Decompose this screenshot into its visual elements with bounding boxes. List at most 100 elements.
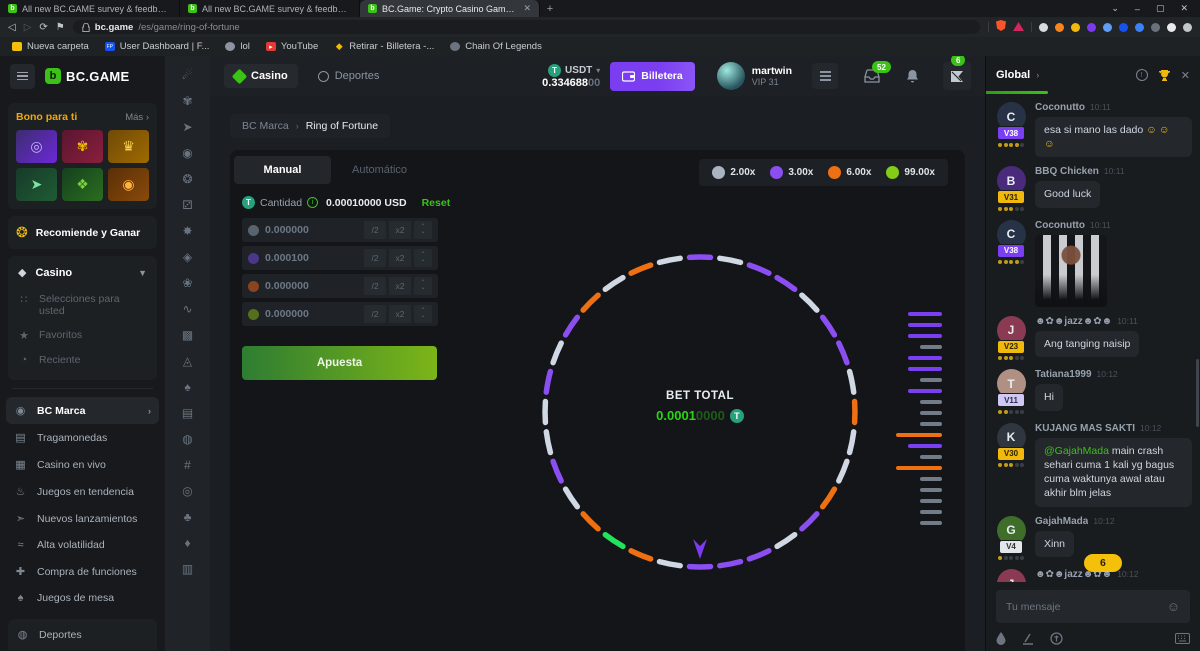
game-shortcut-mine-icon[interactable]: ◈ [182,250,193,264]
tab-casino[interactable]: Casino [224,64,298,88]
game-shortcut-roulette-icon[interactable]: ◎ [182,484,193,498]
game-shortcut-hash-icon[interactable]: # [184,458,191,472]
card-ext-icon[interactable] [1183,22,1192,32]
bookmark-item[interactable]: FP User Dashboard | F... [104,41,209,52]
bet-amount-input[interactable]: 0.000100 [265,252,309,264]
bcgame-logo[interactable]: b BC.GAME [45,68,130,84]
sidebar-item-casino-en-vivo[interactable]: ▦ Casino en vivo [0,451,165,478]
bonus-tile-cash[interactable]: ❖ [62,168,103,201]
legend-2.00x[interactable]: 2.00x [712,166,755,179]
stepper-down-icon[interactable]: ⌄ [420,285,426,291]
sidebar-item-favoritos[interactable]: ★ Favoritos [16,323,149,348]
blue-ext-icon[interactable] [1119,22,1128,32]
half-button[interactable]: /2 [364,305,386,323]
reload-button[interactable]: ⟳ [39,21,48,33]
bet-amount-input[interactable]: 0.000000 [265,280,309,292]
tab-close-icon[interactable]: ✕ [523,3,531,13]
cursor-ext-icon[interactable] [1039,22,1048,32]
bookmark-item[interactable]: ▸ YouTube [265,41,318,52]
sidebar-item-bc-marca[interactable]: ◉ BC Marca › [6,397,159,424]
emoji-picker-icon[interactable]: ☺ [1166,599,1180,614]
reset-button[interactable]: Reset [421,196,451,209]
purple-ext-icon[interactable] [1087,22,1096,32]
breadcrumb-parent[interactable]: BC Marca [242,120,289,132]
info-icon[interactable]: i [307,197,319,208]
bookmark-item[interactable]: Chain Of Legends [450,41,542,52]
avatar[interactable]: J [996,569,1026,582]
wallet-button[interactable]: Billetera [610,61,695,91]
bonus-tile-target[interactable]: ◎ [16,130,57,163]
game-shortcut-slots2-icon[interactable]: ▥ [181,562,194,576]
browser-tab[interactable]: b All new BC.GAME survey & feedback [0,0,180,17]
slash-command-icon[interactable] [1022,633,1034,645]
chat-rules-icon[interactable]: ! [1135,69,1148,81]
back-button[interactable]: ◁ [8,21,16,33]
game-shortcut-hilo-icon[interactable]: ♦ [184,536,191,550]
casino-group-header[interactable]: ◆ Casino ▼ [16,264,149,287]
double-button[interactable]: x2 [389,305,411,323]
bookmark-item[interactable]: Nueva carpeta [12,41,89,52]
bookmark-item[interactable]: ◆ Retirar - Billetera -... [334,41,434,52]
gold-ext-icon[interactable] [1071,22,1080,32]
chat-toggle-button[interactable]: 6 [943,56,971,90]
bonus-tile-piggy[interactable]: ♛ [108,130,149,163]
game-shortcut-cards-icon[interactable]: ♠ [184,380,191,394]
double-button[interactable]: x2 [389,221,411,239]
legend-3.00x[interactable]: 3.00x [770,166,813,179]
game-shortcut-tower-icon[interactable]: ▤ [181,406,194,420]
brave-shield-icon[interactable] [996,18,1006,36]
game-shortcut-fruit-icon[interactable]: ❀ [182,276,193,290]
game-shortcut-rocket-icon[interactable]: ➤ [182,120,193,134]
stepper-up-icon[interactable]: ⌃ [420,308,426,314]
game-shortcut-coins-icon[interactable]: ❂ [182,172,193,186]
chat-close-icon[interactable]: ✕ [1180,69,1190,82]
browser-tab[interactable]: b BC.Game: Crypto Casino Games & ✕ [360,0,540,17]
stepper[interactable]: ⌃ ⌄ [414,221,432,239]
bookmark-item[interactable]: lol [225,41,250,52]
half-button[interactable]: /2 [364,277,386,295]
stepper[interactable]: ⌃ ⌄ [414,277,432,295]
game-shortcut-plinko-icon[interactable]: ◬ [182,354,193,368]
sidebar-item-reciente[interactable]: ◔ Reciente [16,348,149,372]
stepper-down-icon[interactable]: ⌄ [420,257,426,263]
bet-amount-input[interactable]: 0.000000 [265,224,309,236]
url-bar[interactable]: bc.game/es/game/ring-of-fortune [72,20,980,34]
legend-6.00x[interactable]: 6.00x [828,166,871,179]
stepper[interactable]: ⌃ ⌄ [414,305,432,323]
tab-deportes[interactable]: Deportes [308,64,390,88]
game-shortcut-dice-icon[interactable]: ⚂ [182,198,193,212]
bonus-tile-coin[interactable]: ◉ [108,168,149,201]
chat-mention[interactable]: @GajahMada [1044,444,1109,457]
sidebar-item-juegos-de-mesa[interactable]: ♠ Juegos de mesa [0,585,165,611]
light-ext-icon[interactable] [1167,22,1176,32]
shield-ext-icon[interactable] [1135,22,1144,32]
quick-menu-button[interactable] [812,63,838,89]
dark-ext-icon[interactable] [1151,22,1160,32]
keyboard-icon[interactable] [1175,633,1190,644]
user-profile[interactable]: martwin VIP 31 [716,62,792,90]
close-button[interactable]: ✕ [1180,3,1188,13]
notifications-button[interactable] [906,69,919,83]
game-shortcut-wheel-icon[interactable]: ✾ [182,94,193,108]
currency-selector[interactable]: T USDT ▾ 0.33468800 [542,63,601,89]
game-shortcut-keno-icon[interactable]: ▩ [181,328,194,342]
double-button[interactable]: x2 [389,249,411,267]
chat-input-box[interactable]: ☺ [996,590,1190,623]
sidebar-item-compra-de-funciones[interactable]: ✚ Compra de funciones [0,558,165,585]
sidebar-item-deportes[interactable]: ◍ Deportes [8,619,157,650]
chat-input[interactable] [1006,600,1167,613]
stepper-up-icon[interactable]: ⌃ [420,252,426,258]
sidebar-item-nuevos-lanzamientos[interactable]: ➣ Nuevos lanzamientos [0,505,165,532]
stepper-up-icon[interactable]: ⌃ [420,224,426,230]
stepper-down-icon[interactable]: ⌄ [420,313,426,319]
half-button[interactable]: /2 [364,221,386,239]
rain-icon[interactable] [996,632,1006,645]
bonus-tile-spin-wheel[interactable]: ✾ [62,130,103,163]
refer-and-earn[interactable]: ❂ Recomiende y Ganar [8,216,157,249]
minimize-button[interactable]: – [1134,3,1140,14]
game-shortcut-limbo-icon[interactable]: ∿ [182,302,193,316]
stepper[interactable]: ⌃ ⌄ [414,249,432,267]
chat-scrollbar[interactable] [1196,359,1199,427]
game-shortcut-bomb-icon[interactable]: ✸ [182,224,193,238]
stepper-down-icon[interactable]: ⌄ [420,229,426,235]
